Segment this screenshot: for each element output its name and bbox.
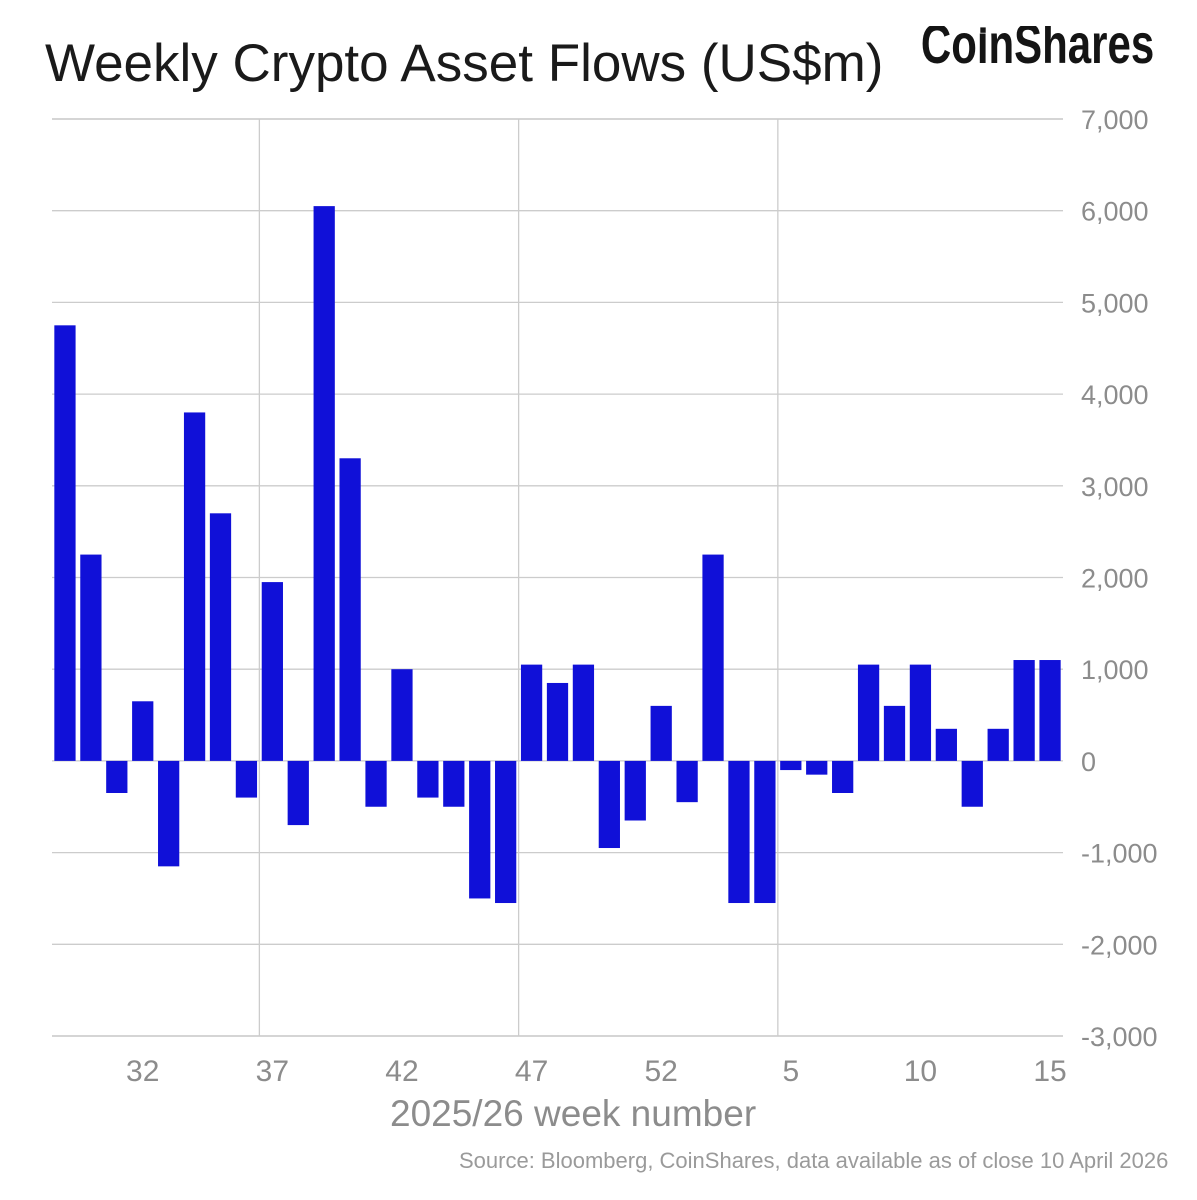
svg-text:1,000: 1,000 xyxy=(1081,655,1149,685)
svg-text:7,000: 7,000 xyxy=(1081,105,1149,135)
svg-text:6,000: 6,000 xyxy=(1081,197,1149,227)
svg-text:32: 32 xyxy=(126,1055,159,1088)
svg-text:52: 52 xyxy=(645,1055,678,1088)
svg-text:-1,000: -1,000 xyxy=(1081,839,1158,869)
svg-text:37: 37 xyxy=(256,1055,289,1088)
svg-text:42: 42 xyxy=(385,1055,418,1088)
svg-text:-3,000: -3,000 xyxy=(1081,1022,1158,1052)
svg-text:-2,000: -2,000 xyxy=(1081,930,1158,960)
svg-text:4,000: 4,000 xyxy=(1081,380,1149,410)
svg-text:2,000: 2,000 xyxy=(1081,564,1149,594)
svg-text:5,000: 5,000 xyxy=(1081,288,1149,318)
svg-text:5: 5 xyxy=(782,1055,799,1088)
svg-text:10: 10 xyxy=(904,1055,937,1088)
svg-text:47: 47 xyxy=(515,1055,548,1088)
svg-text:15: 15 xyxy=(1033,1055,1066,1088)
svg-text:3,000: 3,000 xyxy=(1081,472,1149,502)
svg-text:0: 0 xyxy=(1081,747,1096,777)
